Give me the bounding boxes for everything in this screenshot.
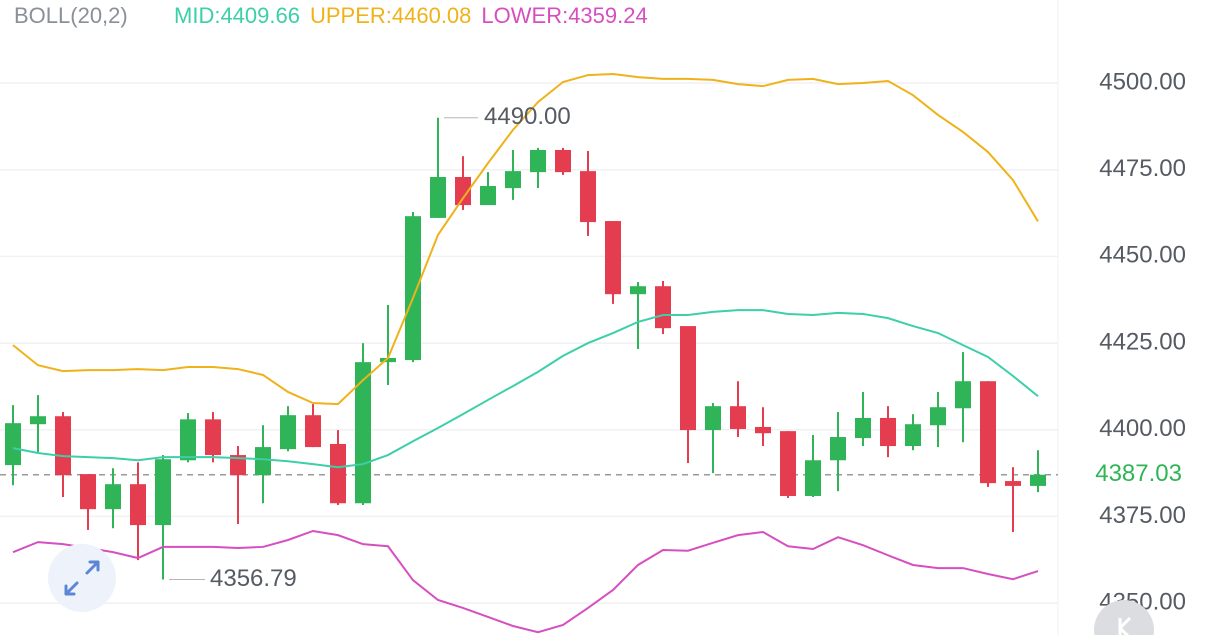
candle-body [355, 362, 371, 504]
candle-body [155, 459, 171, 526]
candle-body [830, 437, 846, 461]
candle-body [180, 419, 196, 461]
candle-body [530, 149, 546, 173]
candle-body [580, 171, 596, 223]
candle-body [1030, 474, 1046, 486]
candle-body [480, 186, 496, 206]
y-tick-label: 4375.00 [1099, 502, 1186, 529]
candle-body [930, 407, 946, 426]
grid [0, 0, 1059, 635]
candle-body [30, 416, 46, 425]
candle-body [880, 417, 896, 447]
last-price-bg [1064, 458, 1198, 491]
indicator-label: BOLL(20,2) [14, 3, 128, 28]
candle-body [130, 484, 146, 526]
candle-body [855, 417, 871, 439]
expand-icon[interactable] [64, 560, 100, 596]
band-line [12, 529, 1039, 634]
y-tick-label: 4500.00 [1099, 68, 1186, 95]
last-price-label: 4387.03 [1095, 460, 1182, 487]
candle-body [330, 443, 346, 504]
candle-body [80, 474, 96, 510]
y-tick-label: 4400.00 [1099, 415, 1186, 442]
candle-body [205, 419, 221, 456]
candle-body [955, 381, 971, 409]
band-line [12, 309, 1039, 469]
candle-body [680, 326, 696, 431]
legend-entry: LOWER:4359.24 [481, 3, 647, 28]
legend-entry: UPPER:4460.08 [310, 3, 471, 28]
candle-body [280, 415, 296, 450]
candle-body [455, 177, 471, 206]
candle-body [505, 171, 521, 189]
candle-body [1005, 481, 1021, 486]
candle-body [555, 149, 571, 173]
candle-body [605, 221, 621, 295]
candle-body [655, 286, 671, 329]
candle-body [230, 455, 246, 476]
high-label: 4490.00 [484, 103, 571, 130]
expand-circle[interactable] [48, 544, 116, 612]
candle-body [105, 484, 121, 510]
candle-body [730, 406, 746, 430]
y-tick-label: 4450.00 [1099, 242, 1186, 269]
legend-entry: MID:4409.66 [174, 3, 300, 28]
y-tick-label: 4425.00 [1099, 328, 1186, 355]
candle-body [805, 460, 821, 496]
y-tick-label: 4475.00 [1099, 155, 1186, 182]
candle-body [255, 447, 271, 476]
candle-body [980, 381, 996, 484]
low-label: 4356.79 [210, 565, 297, 592]
candle-body [780, 431, 796, 496]
scroll-circle[interactable] [1094, 600, 1154, 635]
candle-body [405, 216, 421, 361]
candle-body [755, 426, 771, 434]
candle-body [55, 416, 71, 476]
candle-body [380, 357, 396, 363]
expand-button[interactable] [48, 544, 116, 612]
band-line [12, 73, 1039, 406]
candle-body [5, 423, 21, 466]
candle-body [305, 415, 321, 448]
candle-body [430, 177, 446, 218]
candle-body [630, 286, 646, 295]
candle-body [705, 406, 721, 431]
candle-body [905, 424, 921, 447]
